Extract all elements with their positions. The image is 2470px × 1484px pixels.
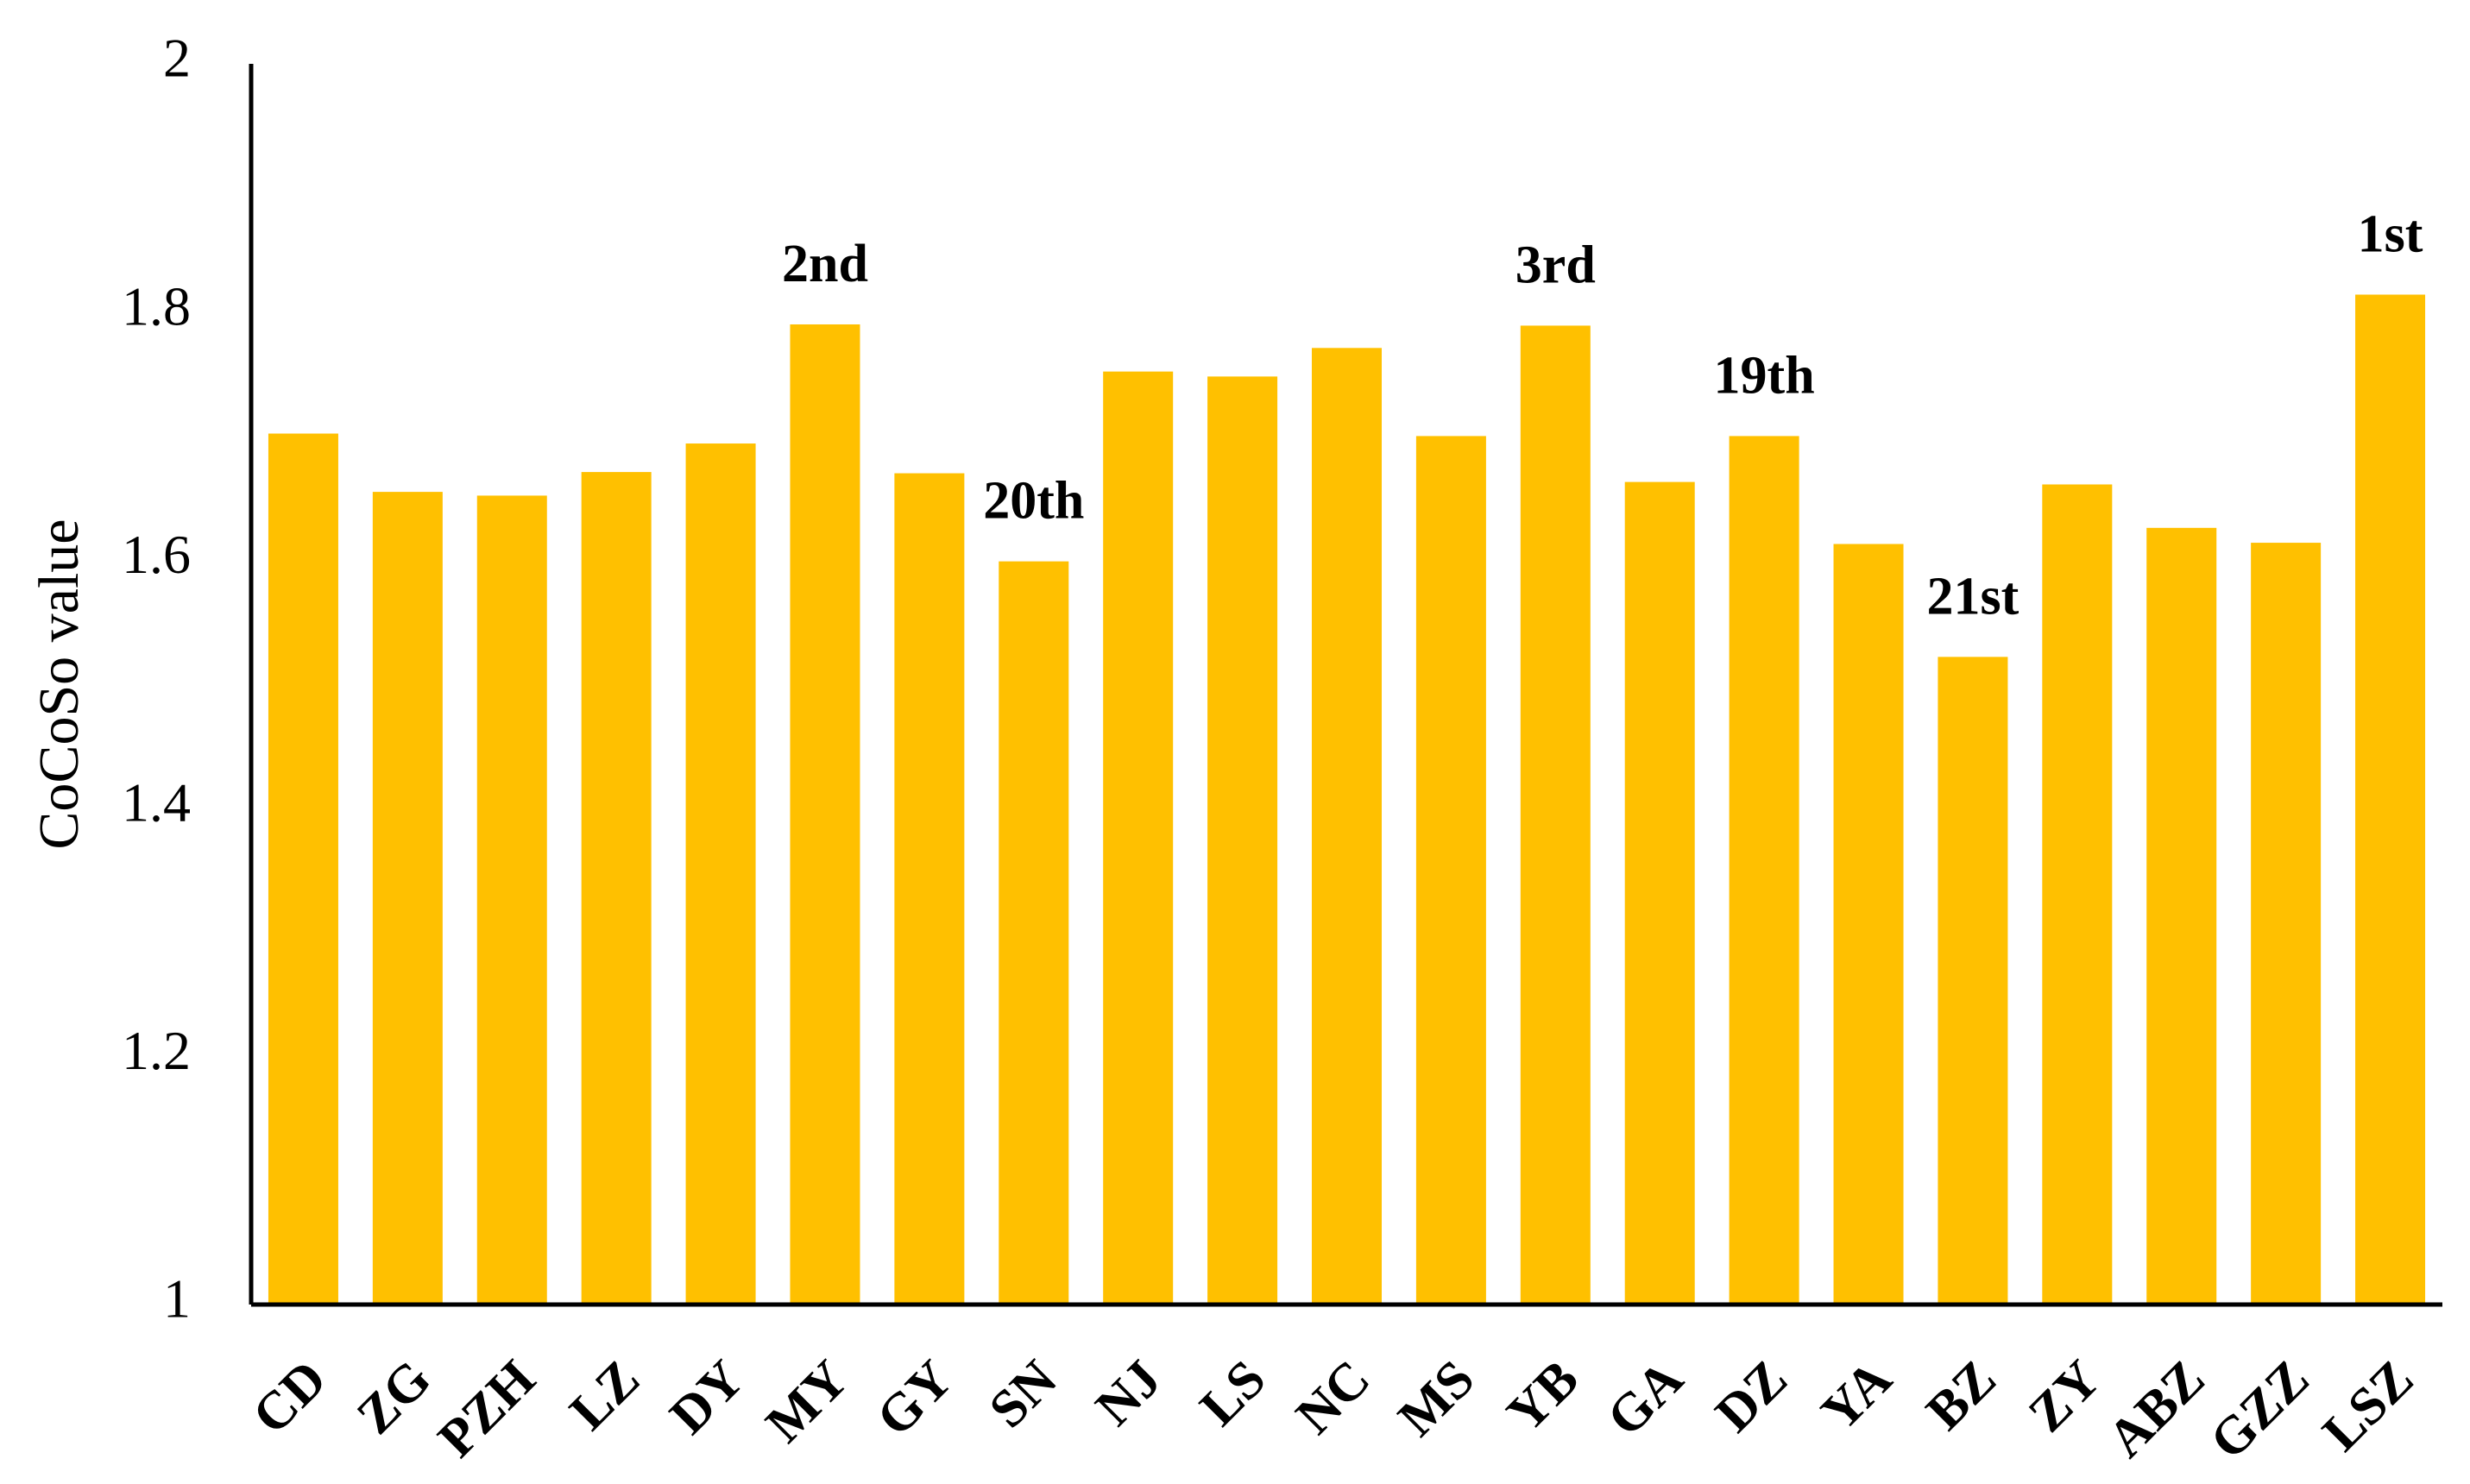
bar (685, 443, 756, 1305)
bar (2251, 543, 2322, 1305)
x-tick-label: YB (1496, 1349, 1590, 1443)
bar (372, 492, 443, 1305)
x-tick-label: NC (1285, 1349, 1381, 1445)
x-tick-label: SN (979, 1349, 1068, 1439)
y-tick-label: 1.2 (122, 1020, 191, 1081)
x-tick-label: LSZ (2312, 1349, 2425, 1462)
x-tick-label: YA (1811, 1349, 1904, 1443)
bar (476, 495, 547, 1305)
bar (790, 324, 860, 1305)
x-tick-label: CD (242, 1349, 337, 1445)
bar (2355, 294, 2426, 1305)
y-tick-label: 1 (163, 1268, 191, 1330)
bar (2146, 527, 2217, 1305)
bar (2042, 484, 2113, 1305)
x-tick-label: GZZ (2199, 1349, 2321, 1471)
x-tick-label: GY (866, 1349, 964, 1448)
annotation: 2nd (782, 235, 868, 293)
x-tick-label: DZ (1704, 1349, 1799, 1443)
x-tick-label: NJ (1085, 1349, 1173, 1437)
y-tick-label: 1.6 (122, 524, 191, 585)
bar (1833, 544, 1904, 1305)
annotation: 19th (1714, 346, 1815, 405)
y-axis-title: CoCoSo value (28, 519, 91, 849)
bar (999, 561, 1069, 1305)
x-tick-label: LS (1189, 1349, 1277, 1437)
annotation: 20th (983, 472, 1084, 531)
bar (268, 433, 338, 1305)
x-tick-label: ZY (2018, 1349, 2112, 1443)
bar (1311, 348, 1383, 1305)
bar (1729, 436, 1799, 1305)
y-tick-label: 2 (163, 28, 191, 89)
x-tick-label: PZH (427, 1349, 546, 1468)
bar (1415, 436, 1486, 1305)
x-tick-label: GA (1596, 1349, 1694, 1448)
bar (1207, 376, 1278, 1305)
x-tick-label: BZ (1915, 1349, 2007, 1442)
bar (1624, 481, 1695, 1305)
x-tick-label: MY (755, 1349, 860, 1454)
annotation: 21st (1927, 567, 2019, 626)
x-tick-label: DY (659, 1349, 755, 1445)
annotation: 3rd (1515, 236, 1596, 294)
annotation: 1st (2358, 204, 2423, 263)
x-tick-label: ABZ (2096, 1349, 2215, 1468)
bar (894, 473, 965, 1305)
bar (1103, 371, 1174, 1305)
y-tick-label: 1.8 (122, 275, 191, 336)
bar (581, 472, 652, 1305)
x-tick-label: ZG (346, 1349, 442, 1445)
y-tick-label: 1.4 (122, 771, 191, 833)
x-tick-label: LZ (559, 1349, 652, 1442)
bar (1520, 325, 1591, 1305)
bar (1938, 657, 2008, 1305)
x-tick-label: MS (1388, 1349, 1486, 1448)
